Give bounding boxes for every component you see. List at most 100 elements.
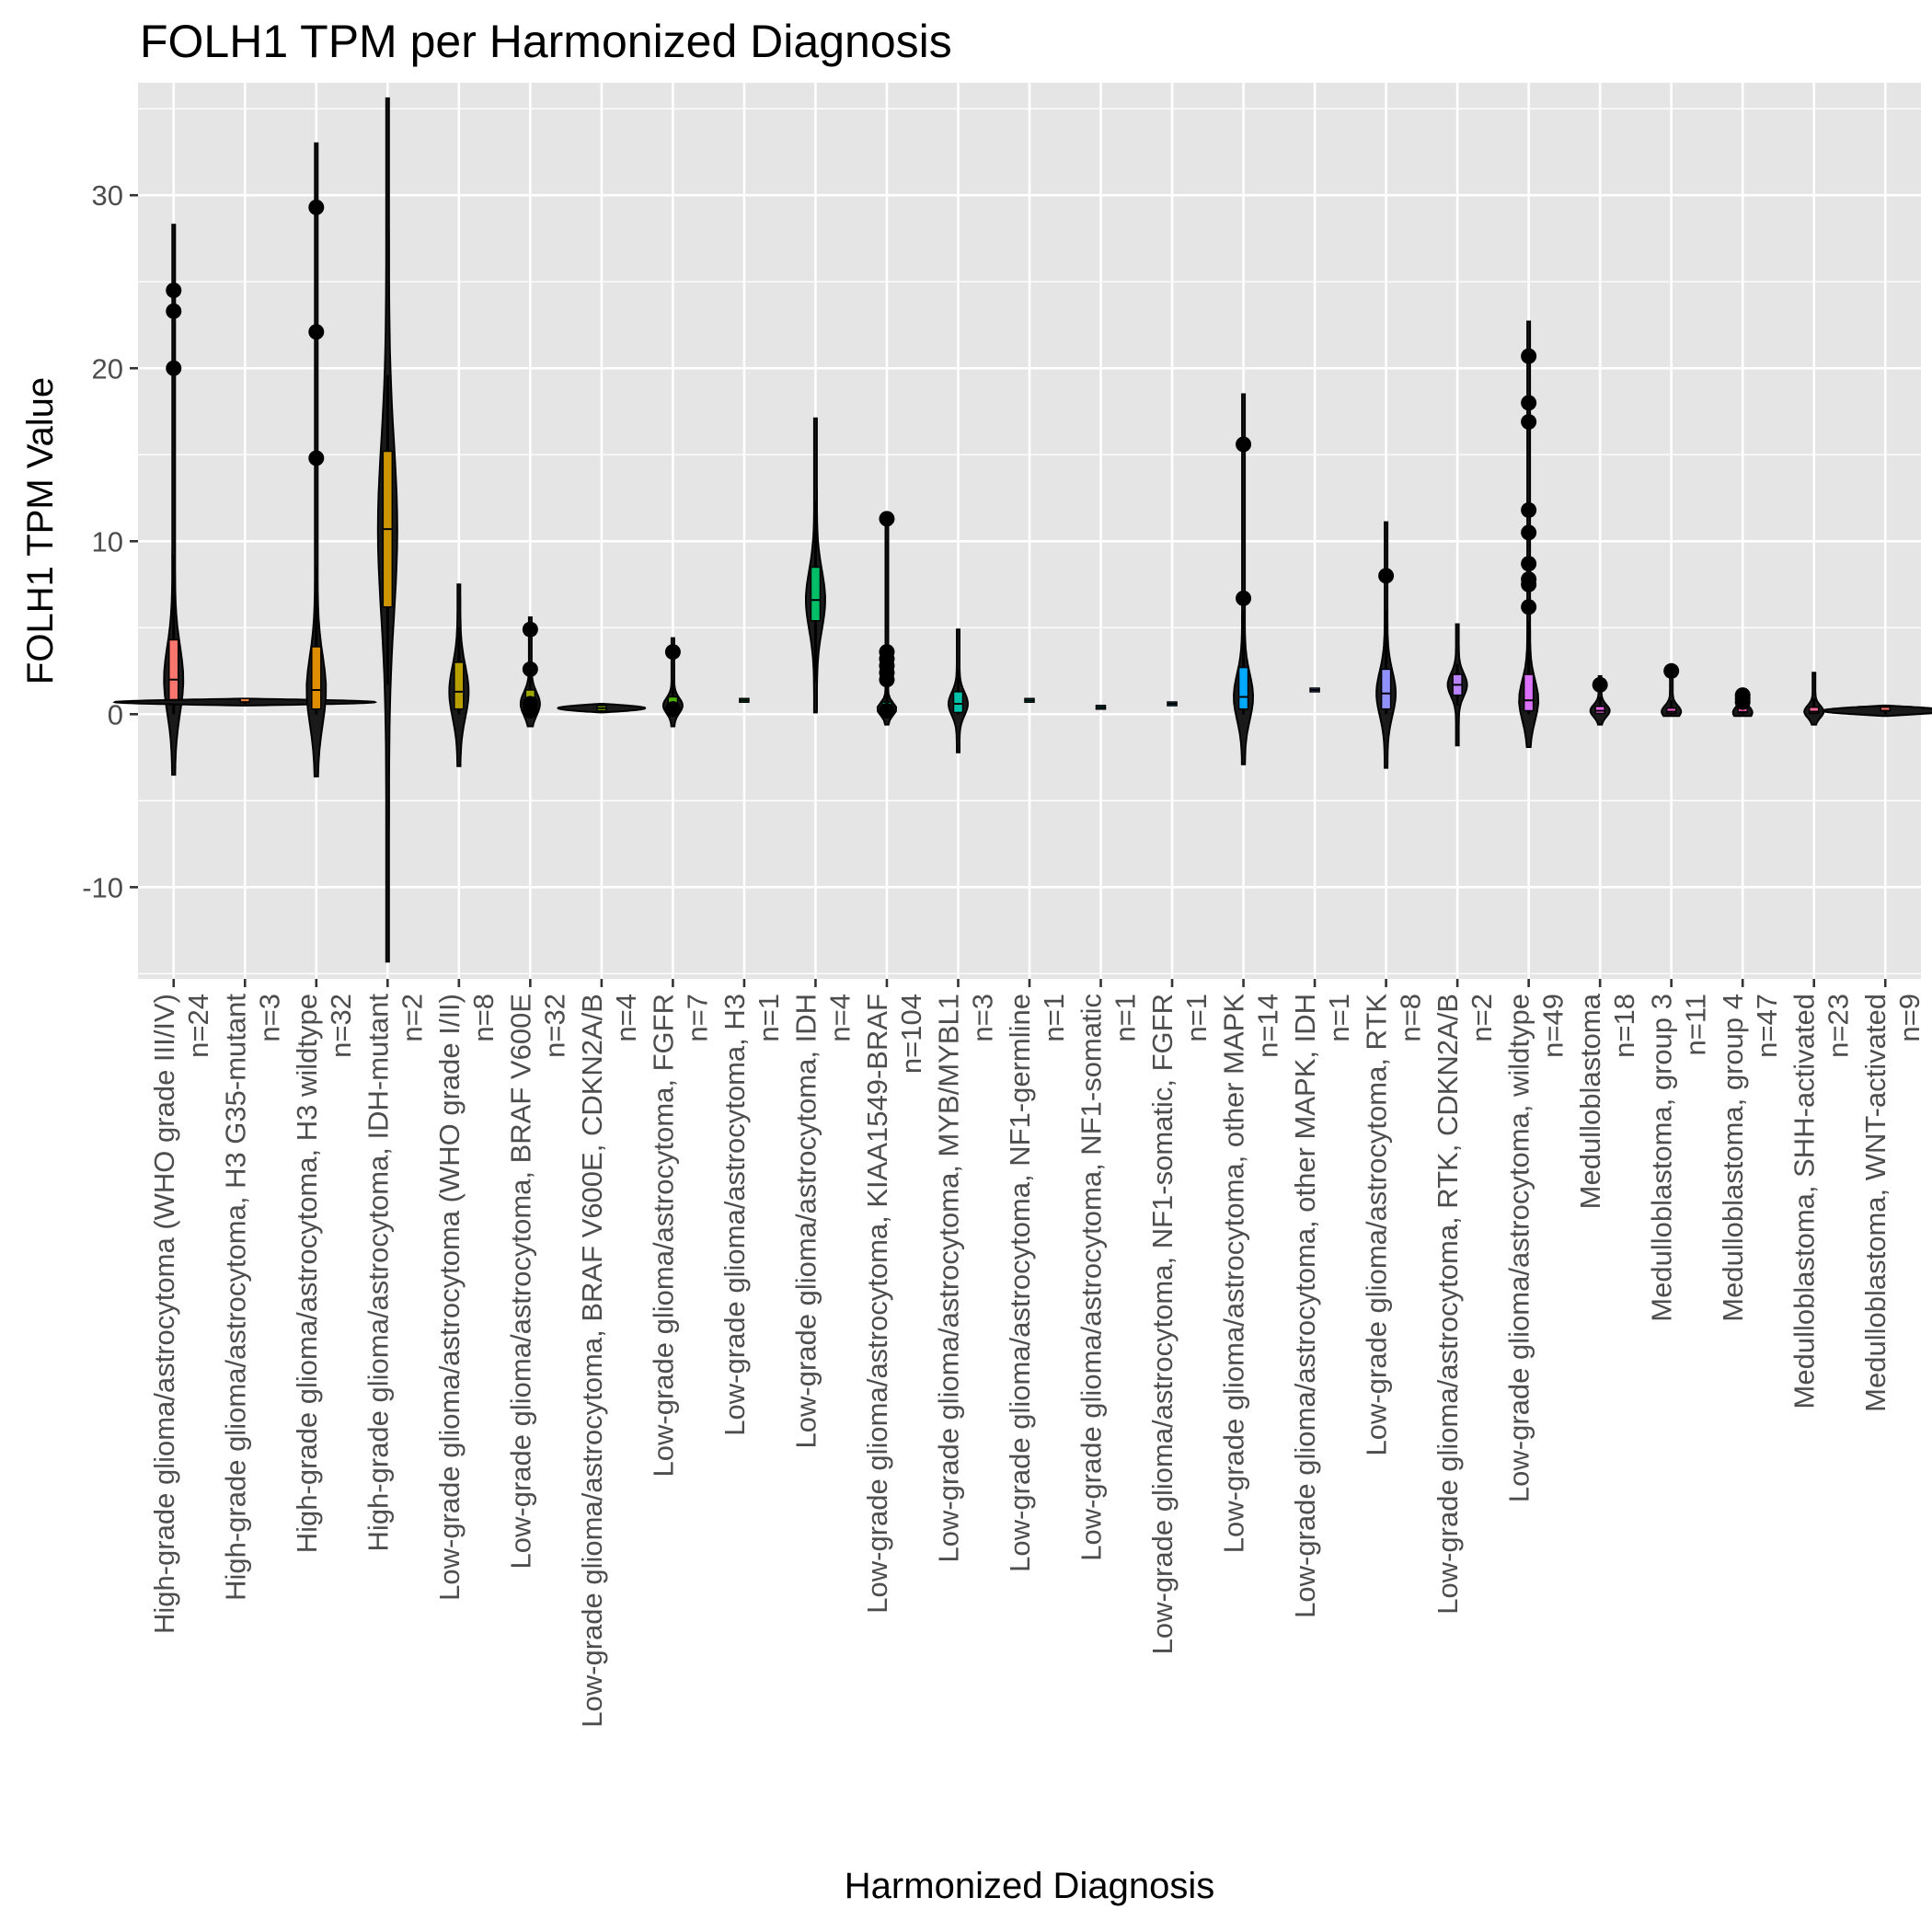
violin-group xyxy=(376,97,398,963)
box-iqr xyxy=(1380,668,1392,710)
outlier-point xyxy=(1521,556,1537,572)
x-tick-label: Low-grade glioma/astrocytoma, NF1-germli… xyxy=(1004,994,1036,1572)
outlier-point xyxy=(1521,348,1537,364)
outlier-point xyxy=(1521,599,1537,615)
violin-group xyxy=(112,697,378,707)
violin-group xyxy=(947,628,970,753)
violin-group xyxy=(1589,674,1611,726)
x-tick-label: Low-grade glioma/astrocytoma, RTK, CDKN2… xyxy=(1432,994,1464,1615)
x-tick-label: Medulloblastoma, SHH-activated xyxy=(1788,994,1821,1409)
x-tick-label: Low-grade glioma/astrocytoma, RTK xyxy=(1361,994,1393,1456)
x-tick-label: Low-grade glioma/astrocytoma, BRAF V600E xyxy=(504,994,536,1569)
outlier-point xyxy=(1663,662,1680,679)
x-tick-label: High-grade glioma/astrocytoma, H3 wildty… xyxy=(291,994,323,1553)
outlier-point xyxy=(1592,676,1608,693)
x-tick-count: n=9 xyxy=(1893,994,1926,1042)
x-tick-count: n=14 xyxy=(1252,994,1284,1058)
outlier-point xyxy=(166,303,182,319)
x-tick-label: Medulloblastoma, WNT-activated xyxy=(1859,994,1892,1412)
violin-group xyxy=(1375,521,1397,769)
x-tick-count: n=3 xyxy=(253,994,285,1042)
x-tick-count: n=11 xyxy=(1680,994,1712,1056)
violin-group xyxy=(1821,704,1932,718)
outlier-point xyxy=(1521,571,1537,588)
violin-group xyxy=(1518,320,1540,748)
violin-group xyxy=(805,417,826,714)
x-tick-count: n=7 xyxy=(681,994,713,1042)
outlier-point xyxy=(522,621,538,638)
y-tick-label: -10 xyxy=(82,871,123,903)
violin-shape xyxy=(163,224,185,776)
x-tick-label: Medulloblastoma xyxy=(1574,993,1606,1209)
outlier-point xyxy=(166,360,182,376)
x-tick-count: n=1 xyxy=(1110,994,1142,1042)
x-tick-count: n=18 xyxy=(1608,994,1640,1058)
x-tick-count: n=8 xyxy=(467,994,500,1042)
x-tick-count: n=2 xyxy=(1466,994,1498,1042)
x-tick-label: Low-grade glioma/astrocytoma, wildtype xyxy=(1503,994,1535,1502)
violin-group xyxy=(1803,672,1825,726)
y-tick-label: 20 xyxy=(92,352,123,385)
x-tick-count: n=1 xyxy=(1038,994,1070,1042)
x-tick-count: n=2 xyxy=(396,994,428,1042)
outlier-point xyxy=(522,696,538,712)
outlier-point xyxy=(1236,590,1252,606)
x-tick-label: Low-grade glioma/astrocytoma, KIAA1549-B… xyxy=(861,994,893,1614)
y-tick-label: 10 xyxy=(92,525,123,558)
box-iqr xyxy=(454,661,465,710)
x-axis-title: Harmonized Diagnosis xyxy=(845,1866,1214,1906)
x-tick-label: Low-grade glioma/astrocytoma, IDH xyxy=(789,994,822,1448)
outlier-point xyxy=(1521,414,1537,431)
x-tick-label: Low-grade glioma/astrocytoma, NF1-somati… xyxy=(1075,994,1108,1561)
x-tick-label: Medulloblastoma, group 4 xyxy=(1717,994,1749,1322)
box-iqr xyxy=(1237,666,1249,710)
x-tick-label: Low-grade glioma/astrocytoma, NF1-somati… xyxy=(1146,994,1179,1654)
x-tick-label: Medulloblastoma, group 3 xyxy=(1646,994,1678,1322)
x-tick-count: n=4 xyxy=(823,994,856,1042)
violin-group xyxy=(448,583,470,767)
outlier-point xyxy=(1521,501,1537,518)
outlier-point xyxy=(1236,436,1252,453)
outlier-point xyxy=(1378,568,1395,584)
violin-group xyxy=(163,224,185,776)
violin-group xyxy=(739,697,750,704)
x-tick-count: n=32 xyxy=(538,994,570,1058)
outlier-point xyxy=(664,701,681,718)
outlier-point xyxy=(879,703,895,719)
violin-group xyxy=(1167,701,1178,707)
x-tick-count: n=23 xyxy=(1823,994,1855,1058)
x-tick-count: n=104 xyxy=(895,994,927,1074)
x-tick-count: n=8 xyxy=(1395,994,1427,1042)
outlier-point xyxy=(308,324,325,340)
x-tick-label: Low-grade glioma/astrocytoma, other MAPK… xyxy=(1289,994,1321,1618)
outlier-point xyxy=(879,644,895,661)
violin-group xyxy=(557,703,647,714)
x-tick-label: Low-grade glioma/astrocytoma, MYB/MYBL1 xyxy=(932,994,964,1563)
box-iqr xyxy=(1523,673,1535,712)
x-tick-label: Low-grade glioma/astrocytoma, FGFR xyxy=(647,994,679,1477)
x-tick-label: Low-grade glioma/astrocytoma, other MAPK xyxy=(1218,994,1250,1554)
x-tick-count: n=1 xyxy=(1323,994,1355,1042)
box-iqr xyxy=(810,566,822,622)
y-tick-label: 0 xyxy=(108,698,123,730)
violin-series xyxy=(112,97,1932,963)
x-tick-label: Low-grade glioma/astrocytoma, BRAF V600E… xyxy=(576,994,608,1728)
x-tick-count: n=49 xyxy=(1537,994,1570,1058)
box-iqr xyxy=(1808,707,1820,715)
outlier-point xyxy=(664,644,681,661)
violin-group xyxy=(305,142,328,777)
y-axis-title: FOLH1 TPM Value xyxy=(20,377,61,684)
outlier-point xyxy=(166,282,182,299)
box-iqr xyxy=(168,638,179,702)
outlier-point xyxy=(879,511,895,527)
x-tick-count: n=47 xyxy=(1751,994,1783,1058)
y-tick-label: 30 xyxy=(92,179,123,212)
x-tick-label: High-grade glioma/astrocytoma (WHO grade… xyxy=(148,994,180,1634)
box-iqr xyxy=(311,646,322,710)
x-tick-count: n=24 xyxy=(182,994,214,1058)
outlier-point xyxy=(1521,395,1537,411)
outlier-point xyxy=(1521,524,1537,541)
box-iqr xyxy=(952,691,964,714)
x-axis-ticks: High-grade glioma/astrocytoma (WHO grade… xyxy=(148,979,1926,1728)
